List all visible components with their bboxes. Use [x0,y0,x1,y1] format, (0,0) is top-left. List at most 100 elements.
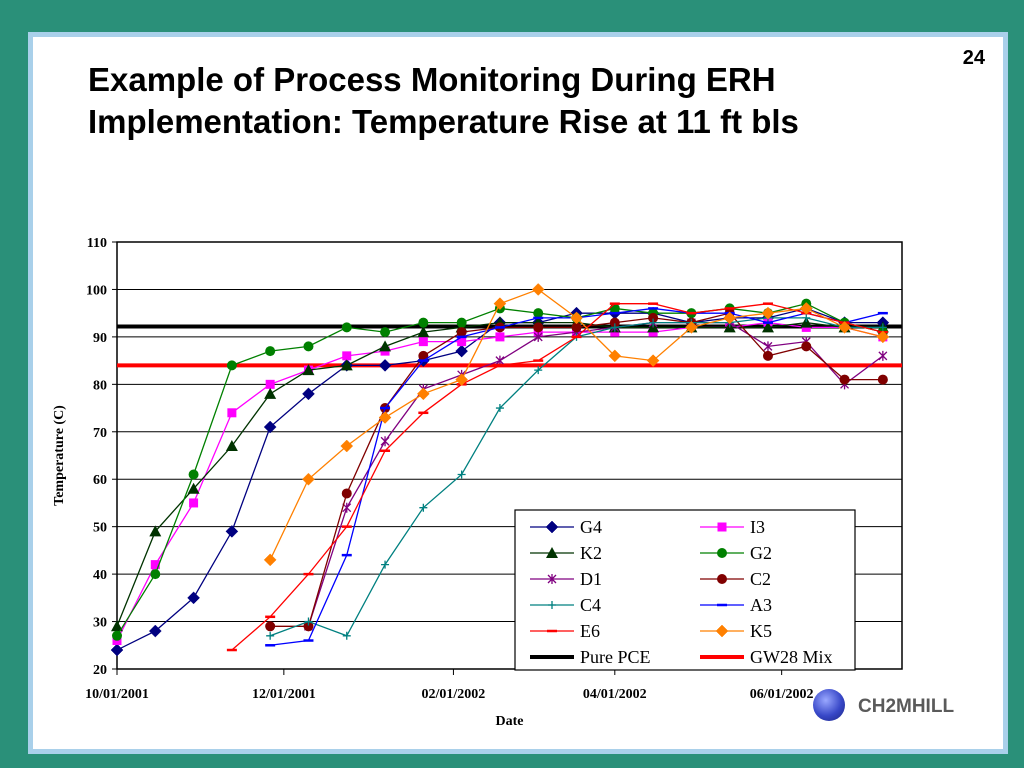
data-point-c4 [381,560,390,569]
data-point-d1 [495,355,505,366]
data-point-c2 [265,621,276,632]
data-point-c2 [839,374,850,385]
y-tick-label: 30 [93,616,107,631]
y-tick-label: 70 [93,426,107,441]
data-point-k5 [608,349,622,363]
data-point-k2 [264,387,277,399]
data-point-k5 [302,472,315,486]
data-point-g4 [187,591,200,605]
y-tick-label: 40 [93,568,107,583]
data-point-c2 [762,350,773,361]
data-point-k5 [723,311,737,325]
data-point-g2 [418,317,429,328]
series-e6 [226,302,888,652]
data-point-g4 [302,387,315,401]
data-point-k2 [379,340,392,352]
data-point-c4 [342,631,351,640]
page-number: 24 [962,47,985,69]
data-point-c4 [534,366,543,375]
data-point-k2 [302,364,315,376]
data-point-g2 [456,317,467,328]
data-point-i3 [150,560,160,570]
legend-label-c4: C4 [580,595,601,615]
data-point-g2 [150,569,161,580]
legend-marker-k2 [546,547,558,558]
legend-marker-k5 [715,624,729,638]
data-point-g2 [380,327,391,338]
data-point-g2 [303,341,314,352]
data-point-g4 [378,359,392,372]
data-point-c2 [801,341,812,352]
data-point-c4 [802,313,811,322]
legend-label-g4: G4 [580,517,602,537]
legend-label-c2: C2 [750,569,771,589]
data-point-c4 [610,323,619,332]
x-tick-label: 06/01/2002 [750,687,814,702]
data-point-g2 [226,360,237,371]
data-point-g2 [265,346,276,357]
data-point-g2 [112,630,122,641]
data-point-k5 [493,297,507,311]
data-point-g2 [188,469,199,480]
data-point-c4 [266,631,275,640]
legend-label-a3: A3 [750,595,772,615]
data-point-g4 [263,420,277,434]
data-point-k2 [340,359,353,371]
data-point-k2 [111,620,123,632]
plot-area [116,241,903,670]
data-point-c4 [878,323,887,332]
legend-label-e6: E6 [580,621,600,641]
y-tick-label: 20 [93,663,107,678]
data-point-k2 [761,321,774,333]
data-point-i3 [418,337,428,347]
legend-marker-i3 [717,522,727,532]
series-k5 [263,283,890,567]
data-point-c4 [304,617,313,626]
data-point-c4 [457,470,466,479]
data-point-k5 [685,321,698,334]
data-point-g4 [225,525,239,538]
data-point-k2 [187,482,200,494]
data-point-k5 [455,373,468,386]
data-point-i3 [495,332,505,342]
legend-label-i3: I3 [750,517,765,537]
y-tick-label: 110 [87,236,107,251]
y-tick-label: 80 [93,378,107,393]
series-line-d1 [307,322,884,627]
data-point-k5 [876,330,890,344]
x-tick-label: 10/01/2001 [85,687,149,702]
data-point-g4 [148,624,162,638]
slide-title-line-2: Implementation: Temperature Rise at 11 f… [88,103,799,140]
data-point-d1 [763,341,773,352]
logo-sphere-icon [813,689,845,721]
data-point-k2 [800,316,813,328]
legend-marker-g2 [717,548,727,558]
legend [514,509,856,671]
data-point-k5 [570,311,583,325]
data-point-k2 [225,440,238,452]
data-point-i3 [227,408,237,418]
legend-marker-g4 [545,520,559,534]
x-axis-label: Date [496,714,524,729]
y-tick-label: 60 [93,473,107,488]
legend-label-d1: D1 [580,569,602,589]
data-point-k5 [340,439,354,453]
series-line-e6 [231,303,884,651]
data-point-c2 [648,312,659,323]
data-point-k5 [761,306,775,320]
data-point-g4 [455,344,468,358]
data-point-i3 [342,351,352,361]
data-point-k5 [646,354,660,367]
data-point-i3 [189,498,199,508]
legend-label-gw28-mix: GW28 Mix [750,647,833,667]
data-point-k5 [416,387,430,401]
logo-text: CH2MHILL [858,696,955,717]
x-tick-label: 12/01/2001 [252,687,316,702]
legend-label-pure-pce: Pure PCE [580,647,651,667]
data-point-g2 [533,308,544,319]
data-point-k5 [378,411,392,424]
data-point-d1 [533,331,543,342]
data-point-c4 [419,503,428,512]
data-point-k5 [799,302,813,315]
